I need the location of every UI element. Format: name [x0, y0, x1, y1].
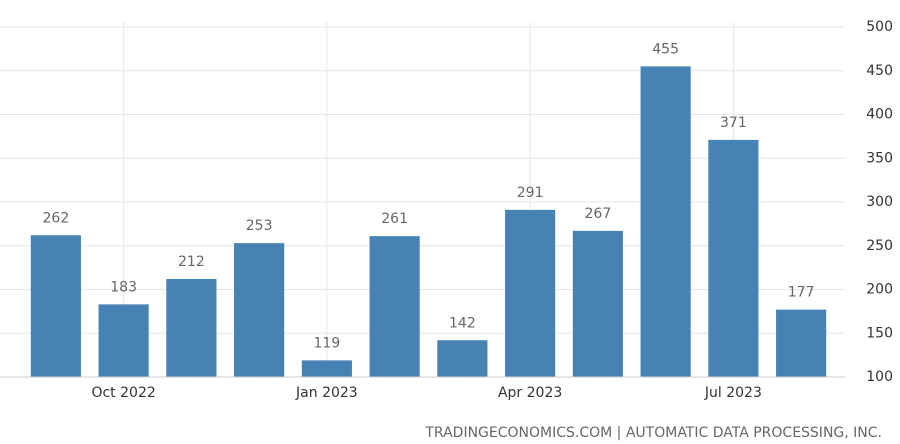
bar	[369, 236, 420, 377]
value-label: 262	[43, 210, 70, 226]
bar	[234, 243, 285, 377]
y-tick-label: 350	[866, 150, 893, 166]
value-label: 455	[652, 41, 679, 57]
bar	[505, 209, 556, 377]
value-label: 119	[314, 335, 341, 351]
value-label: 253	[246, 218, 273, 234]
value-label: 291	[517, 185, 544, 201]
bar	[776, 309, 827, 377]
bar	[437, 340, 488, 377]
bar	[30, 235, 81, 377]
y-tick-label: 500	[866, 19, 893, 35]
value-label: 177	[788, 285, 815, 301]
value-label: 212	[178, 254, 205, 270]
y-tick-label: 150	[866, 325, 893, 341]
y-tick-label: 400	[866, 107, 893, 123]
x-tick-label: Jul 2023	[704, 385, 762, 401]
value-label: 261	[381, 211, 408, 227]
bar	[301, 360, 352, 377]
value-label: 371	[720, 115, 747, 131]
y-tick-label: 450	[866, 63, 893, 79]
y-tick-label: 250	[866, 238, 893, 254]
y-tick-label: 300	[866, 194, 893, 210]
bar	[166, 279, 217, 377]
x-tick-label: Oct 2022	[91, 385, 155, 401]
bar	[640, 66, 691, 377]
y-tick-label: 200	[866, 282, 893, 298]
bar	[708, 139, 759, 377]
x-tick-label: Apr 2023	[498, 385, 562, 401]
x-tick-label: Jan 2023	[295, 385, 358, 401]
bar	[572, 230, 623, 377]
source: TRADINGECONOMICS.COM | AUTOMATIC DATA PR…	[424, 425, 882, 441]
value-label: 183	[110, 279, 137, 295]
value-label: 142	[449, 315, 476, 331]
bar	[98, 304, 149, 377]
value-label: 267	[585, 206, 612, 222]
y-tick-label: 100	[866, 369, 893, 385]
